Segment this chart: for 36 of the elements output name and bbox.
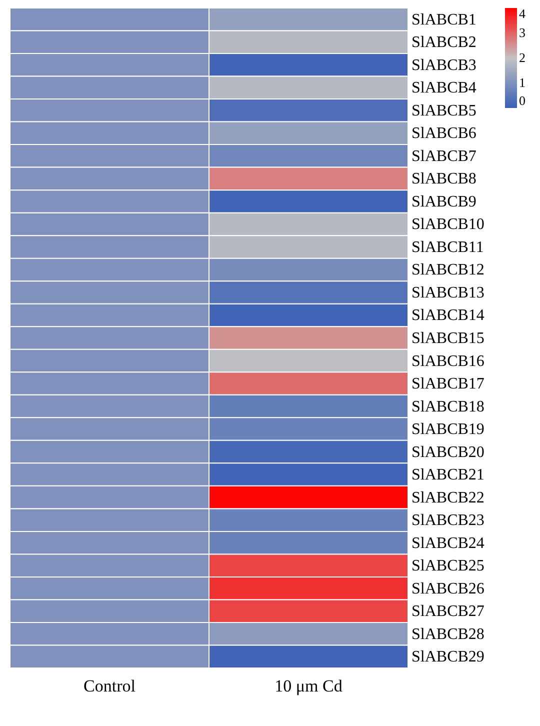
y-tick-label: SlABCB18 — [412, 398, 484, 416]
color-bar-label: 4 — [519, 6, 526, 21]
y-tick-label: SlABCB4 — [412, 80, 476, 97]
x-tick-label: Control — [84, 676, 136, 696]
y-tick-label: SlABCB14 — [412, 307, 484, 324]
y-tick-label: SlABCB13 — [412, 284, 484, 302]
y-tick-label: SlABCB26 — [412, 580, 484, 598]
y-tick-label: SlABCB29 — [412, 648, 484, 666]
y-tick-label: SlABCB23 — [412, 512, 484, 530]
y-tick-label: SlABCB9 — [412, 193, 476, 210]
y-tick-label: SlABCB24 — [412, 534, 484, 552]
y-tick-label: SlABCB3 — [412, 56, 476, 74]
color-bar-label: 0 — [519, 93, 526, 108]
y-tick-label: SlABCB11 — [412, 238, 484, 256]
color-bar-label: 1 — [519, 75, 526, 90]
y-tick-label: SlABCB5 — [412, 102, 476, 120]
x-tick-label: 10 μm Cd — [274, 676, 343, 696]
y-tick-label: SlABCB1 — [412, 11, 476, 28]
y-tick-label: SlABCB28 — [412, 626, 484, 643]
y-tick-label: SlABCB15 — [412, 330, 484, 347]
y-tick-label: SlABCB8 — [412, 170, 476, 188]
color-bar-label: 3 — [519, 25, 526, 40]
y-tick-label: SlABCB19 — [412, 421, 484, 438]
y-tick-label: SlABCB2 — [412, 34, 476, 52]
y-tick-label: SlABCB12 — [412, 262, 484, 279]
y-tick-label: SlABCB25 — [412, 558, 484, 575]
y-tick-label: SlABCB22 — [412, 489, 484, 506]
y-tick-label: SlABCB10 — [412, 216, 484, 234]
color-bar-label: 2 — [519, 50, 526, 65]
y-tick-label: SlABCB21 — [412, 466, 484, 484]
y-tick-label: SlABCB7 — [412, 148, 476, 165]
y-tick-label: SlABCB16 — [412, 352, 484, 370]
y-tick-label: SlABCB17 — [412, 376, 484, 393]
y-tick-label: SlABCB27 — [412, 603, 484, 620]
y-tick-label: SlABCB6 — [412, 125, 476, 142]
y-tick-label: SlABCB20 — [412, 444, 484, 461]
